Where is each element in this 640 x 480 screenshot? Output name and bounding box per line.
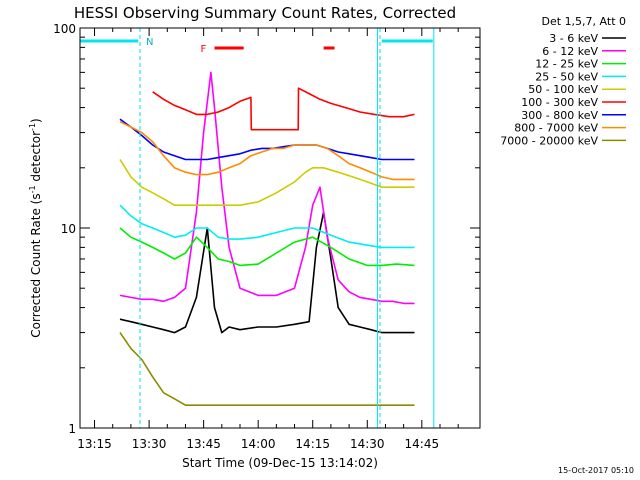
series-line-1 [119,71,415,305]
legend-label-6: 300 - 800 keV [521,109,598,122]
legend-label-3: 25 - 50 keV [535,70,598,83]
legend-label-0: 3 - 6 keV [549,32,598,45]
night-label: N [146,37,153,48]
legend-label-5: 100 - 300 keV [521,96,598,109]
y-axis-label: Corrected Count Rate (s-1 detector-1) [28,118,43,337]
x-tick-label-4: 14:15 [295,437,330,451]
x-tick-label-5: 14:30 [350,437,385,451]
legend-label-8: 7000 - 20000 keV [500,134,598,147]
axes: 13:15 13:30 13:45 14:00 14:15 14:30 14:45 1 10 10… [53,22,481,451]
plot-area [119,71,415,407]
legend-label-4: 50 - 100 keV [528,83,598,96]
series-line-4 [119,159,415,206]
series-line-2 [119,227,415,267]
series-line-6 [119,118,415,161]
series-line-7 [119,120,415,181]
observing-markers: NF [80,28,435,428]
legend-label-7: 800 - 7000 keV [514,122,598,135]
series-line-8 [119,332,415,407]
series-line-3 [119,204,415,249]
flare-label: F [201,44,207,55]
x-tick-label-0: 13:15 [77,437,112,451]
y-axis-label-sup2: -1 [28,123,37,131]
x-tick-label-3: 14:00 [241,437,276,451]
y-tick-label-1: 10 [61,222,76,236]
legend-header: Det 1,5,7, Att 0 [542,15,626,28]
x-tick-label-6: 14:45 [405,437,440,451]
x-tick-label-1: 13:30 [132,437,167,451]
y-axis-label-end: ) [29,118,43,123]
series-line-0 [119,211,415,334]
legend-label-2: 12 - 25 keV [535,58,598,71]
x-tick-label-2: 13:45 [186,437,221,451]
y-axis-label-mid: detector [29,131,43,186]
series-line-5 [152,87,415,131]
chart-title: HESSI Observing Summary Count Rates, Cor… [74,4,456,22]
footer-timestamp: 15-Oct-2017 05:10 [558,466,634,475]
y-axis-label-sup1: -1 [28,185,37,193]
y-tick-label-2: 100 [53,22,76,36]
y-tick-label-0: 1 [68,422,76,436]
legend-label-1: 6 - 12 keV [542,45,598,58]
y-axis-label-main: Corrected Count Rate (s [29,193,43,337]
x-axis-label: Start Time (09-Dec-15 13:14:02) [182,456,378,470]
